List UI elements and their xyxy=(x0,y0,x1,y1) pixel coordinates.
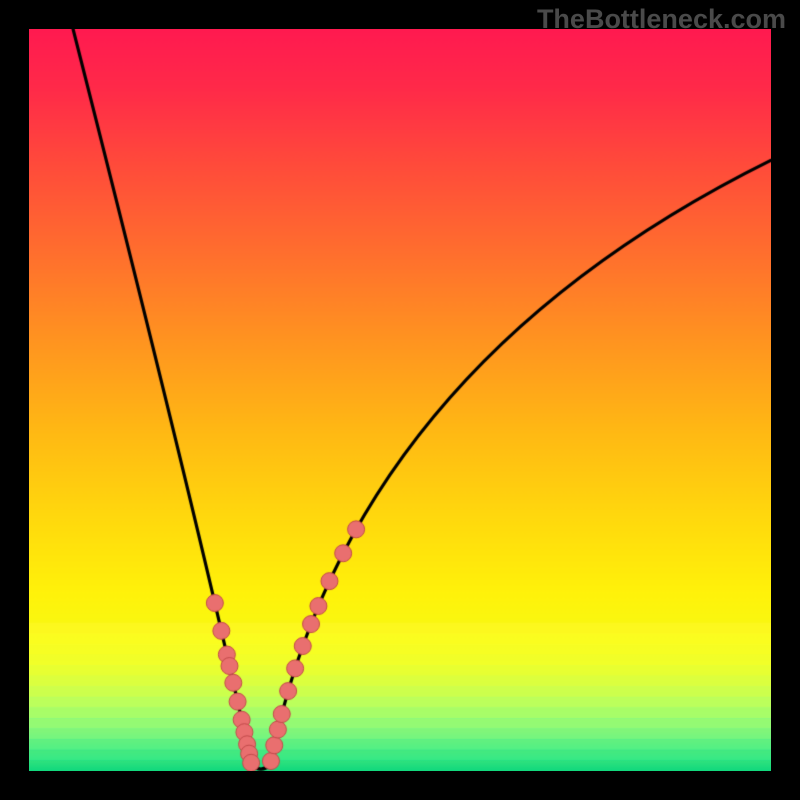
watermark-label: TheBottleneck.com xyxy=(537,4,786,35)
data-point-markers xyxy=(29,29,771,771)
plot-area xyxy=(29,29,771,771)
